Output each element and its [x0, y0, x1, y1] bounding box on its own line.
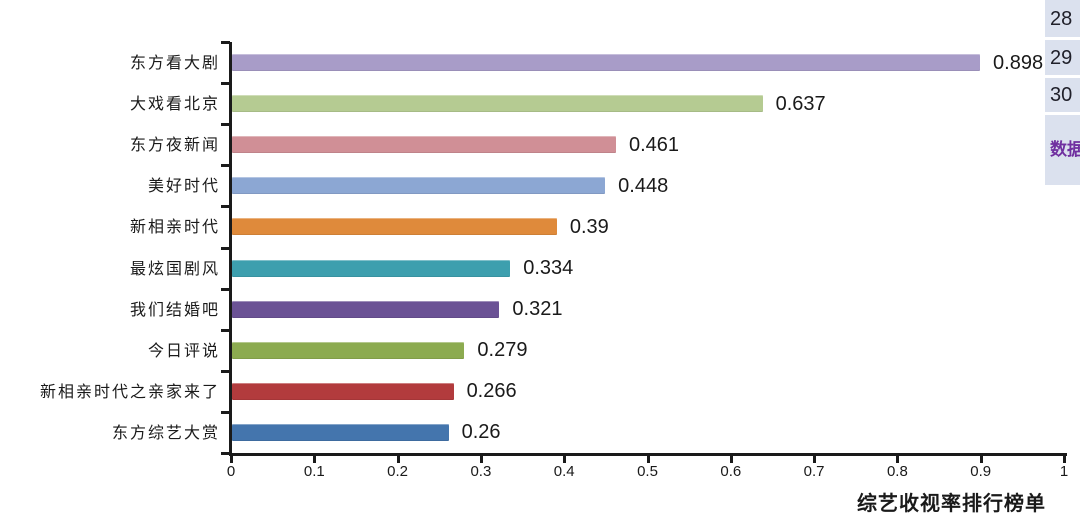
panel-row-number[interactable]: 29 — [1045, 40, 1080, 75]
bar — [232, 300, 500, 318]
x-tick-label: 0.6 — [720, 463, 742, 480]
y-axis-tick — [221, 123, 230, 127]
bar — [232, 136, 616, 154]
x-axis-tick — [479, 456, 483, 463]
panel-row-number[interactable]: 28 — [1045, 0, 1080, 37]
bar — [232, 54, 981, 72]
value-label: 0.26 — [461, 421, 501, 444]
category-label: 东方夜新闻 — [129, 135, 220, 155]
value-label: 0.448 — [618, 174, 669, 197]
value-label: 0.321 — [512, 298, 563, 321]
panel-row-number[interactable]: 30 — [1045, 78, 1080, 112]
x-tick-label: 1 — [1059, 463, 1069, 480]
x-axis-title: 综艺收视率排行榜单 — [857, 491, 1046, 515]
bar — [232, 382, 454, 400]
x-axis-tick — [1063, 456, 1066, 463]
y-axis-line — [229, 42, 232, 456]
x-axis-tick — [646, 456, 650, 463]
y-axis-tick — [221, 41, 230, 44]
x-axis-tick — [230, 456, 233, 463]
x-tick-label: 0.2 — [387, 463, 409, 480]
category-label: 最炫国剧风 — [129, 258, 220, 278]
x-tick-label: 0.9 — [970, 463, 992, 480]
bar — [232, 341, 465, 359]
x-tick-label: 0.4 — [553, 463, 575, 480]
x-tick-label: 0.8 — [886, 463, 908, 480]
category-label: 新相亲时代 — [129, 217, 220, 237]
value-label: 0.637 — [775, 92, 826, 115]
x-tick-label: 0 — [226, 463, 236, 480]
category-label: 大戏看北京 — [129, 94, 220, 114]
x-tick-label: 0.7 — [803, 463, 825, 480]
x-tick-label: 0.1 — [303, 463, 325, 480]
x-axis-tick — [396, 456, 400, 463]
y-axis-tick — [221, 452, 230, 455]
x-axis-tick — [313, 456, 317, 463]
value-label: 0.334 — [523, 257, 574, 280]
x-axis-tick — [813, 456, 817, 463]
y-axis-tick — [221, 164, 230, 168]
bar — [232, 95, 763, 113]
value-label: 0.898 — [993, 51, 1044, 74]
category-label: 我们结婚吧 — [129, 299, 220, 319]
y-axis-tick — [221, 369, 230, 373]
y-axis-tick — [221, 410, 230, 414]
y-axis-tick — [221, 328, 230, 332]
panel-data-link[interactable]: 数据 — [1045, 115, 1080, 185]
value-label: 0.266 — [466, 380, 517, 403]
x-axis-tick — [979, 456, 983, 463]
x-tick-label: 0.3 — [470, 463, 492, 480]
value-label: 0.39 — [569, 215, 609, 238]
category-label: 东方看大剧 — [129, 53, 220, 73]
y-axis-tick — [221, 205, 230, 209]
x-axis-tick — [896, 456, 900, 463]
bar — [232, 259, 511, 277]
category-label: 美好时代 — [147, 176, 220, 196]
y-axis-tick — [221, 287, 230, 291]
x-tick-label: 0.5 — [637, 463, 658, 480]
category-label: 东方综艺大赏 — [111, 422, 220, 442]
value-label: 0.461 — [629, 133, 680, 156]
x-axis-line — [229, 453, 1067, 456]
bar — [232, 177, 606, 195]
x-axis-tick — [563, 456, 567, 463]
bar — [232, 218, 557, 236]
y-axis-tick — [221, 246, 230, 250]
category-label: 今日评说 — [147, 340, 220, 360]
y-axis-tick — [221, 82, 230, 86]
value-label: 0.279 — [477, 339, 528, 362]
category-label: 新相亲时代之亲家来了 — [39, 381, 220, 401]
x-axis-tick — [729, 456, 733, 463]
bar — [232, 423, 449, 441]
